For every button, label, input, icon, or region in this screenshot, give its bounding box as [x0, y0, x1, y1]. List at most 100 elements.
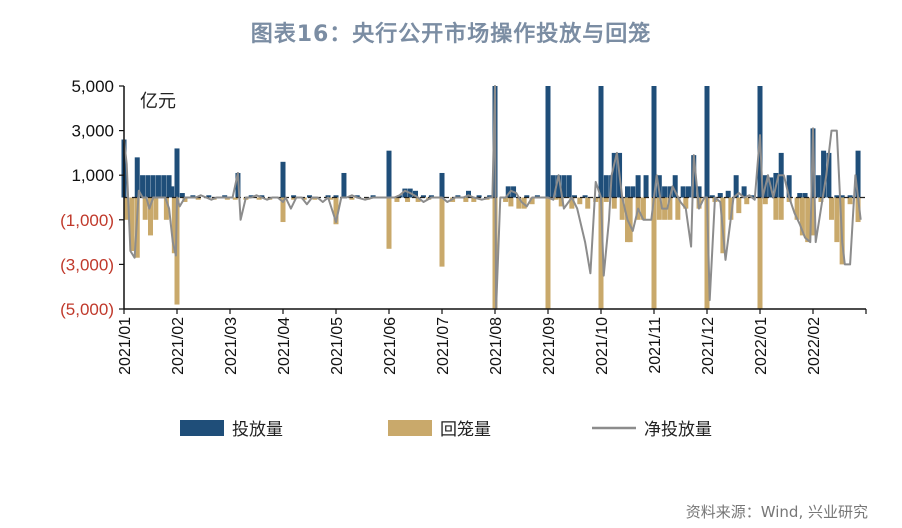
withdraw-bar	[256, 197, 262, 200]
inject-bar	[572, 195, 577, 198]
x-tick-label: 2021/06	[382, 317, 399, 375]
x-axis: 2021/01 2021/02 2021/03 2021/04 2021/05 2021/…	[117, 308, 867, 375]
inject-bar	[166, 175, 172, 198]
withdraw-bar	[829, 197, 835, 220]
inject-bar	[174, 148, 180, 198]
inject-bar	[222, 195, 228, 198]
y-tick-label: (1,000)	[60, 211, 114, 230]
inject-bar	[169, 186, 175, 198]
withdraw-bar	[667, 197, 673, 220]
withdraw-bar	[611, 197, 617, 209]
inject-bar	[487, 195, 493, 198]
withdraw-bar	[415, 197, 421, 202]
inject-bar	[556, 175, 562, 198]
withdraw-bar	[728, 197, 734, 220]
inject-bar	[386, 150, 392, 198]
inject-bar	[717, 193, 723, 198]
inject-bar	[839, 195, 845, 198]
withdraw-bar	[394, 197, 400, 202]
inject-bar	[179, 193, 185, 198]
inject-bar	[709, 195, 715, 198]
x-tick-label: 2021/12	[700, 317, 717, 375]
withdraw-bar	[405, 197, 411, 202]
withdraw-bar	[148, 197, 153, 236]
inject-bar	[566, 175, 572, 198]
inject-bar	[280, 161, 286, 198]
inject-bars	[121, 86, 861, 198]
inject-bar	[598, 86, 604, 198]
withdraw-bar	[799, 197, 805, 236]
inject-bar	[505, 186, 511, 198]
inject-bar	[667, 186, 673, 198]
inject-bar	[685, 186, 691, 198]
inject-bar	[333, 195, 339, 198]
inject-bar	[145, 175, 151, 198]
inject-bar	[370, 195, 376, 198]
y-tick-label: 3,000	[71, 122, 114, 141]
x-tick-label: 2021/05	[329, 317, 346, 375]
withdraw-bar	[640, 197, 646, 220]
inject-bar	[248, 195, 254, 198]
withdraw-bar	[508, 197, 514, 207]
withdraw-bar	[174, 197, 180, 305]
withdraw-bar	[773, 197, 779, 220]
withdraw-bar	[683, 197, 689, 209]
net-line	[123, 85, 862, 310]
legend: 投放量 回笼量 净投放量	[180, 420, 712, 440]
withdraw-bar	[232, 197, 238, 200]
x-tick-label: 2021/09	[541, 317, 558, 375]
withdraw-bar	[224, 197, 230, 200]
inject-bar	[534, 195, 540, 198]
inject-bar	[259, 195, 265, 198]
withdraw-bar	[129, 197, 135, 252]
inject-bar	[190, 195, 196, 198]
legend-label-withdraw: 回笼量	[440, 420, 491, 440]
withdraw-bar	[471, 197, 477, 202]
inject-bar	[733, 175, 739, 198]
inject-bar	[786, 175, 792, 198]
legend-swatch-withdraw	[388, 420, 432, 436]
inject-bar	[476, 195, 482, 198]
x-tick-label: 2021/08	[488, 317, 505, 375]
inject-bar	[643, 175, 649, 198]
withdraw-bar	[619, 197, 625, 220]
legend-swatch-inject	[180, 420, 224, 436]
withdraw-bar	[818, 197, 824, 202]
withdraw-bar	[280, 197, 286, 223]
withdraw-bar	[651, 197, 657, 309]
inject-bar	[582, 195, 588, 198]
inject-bar	[821, 150, 827, 198]
y-tick-label: 1,000	[71, 166, 114, 185]
inject-bar	[524, 195, 530, 198]
withdraw-bar	[142, 197, 148, 220]
withdraw-bar	[503, 197, 509, 202]
y-tick-label: (3,000)	[60, 255, 114, 274]
inject-bar	[725, 190, 731, 198]
inject-bar	[397, 195, 403, 198]
withdraw-bar	[656, 197, 662, 220]
inject-bar	[561, 175, 567, 198]
inject-bar	[354, 195, 360, 198]
inject-bar	[439, 172, 445, 198]
x-tick-label: 2021/07	[435, 317, 452, 375]
withdraw-bar	[810, 197, 816, 236]
withdraw-bar	[529, 197, 535, 205]
inject-bar	[206, 195, 212, 198]
inject-bar	[155, 175, 161, 198]
withdraw-bar	[312, 197, 318, 200]
inject-bar	[341, 172, 347, 198]
withdraw-bar	[778, 197, 784, 220]
x-tick-label: 2021/03	[223, 317, 240, 375]
withdraw-bar	[762, 197, 768, 205]
inject-bar	[420, 195, 426, 198]
withdraw-bar	[757, 197, 763, 309]
inject-bar	[855, 150, 861, 198]
x-tick-label: 2021/02	[170, 317, 187, 375]
inject-bar	[834, 195, 840, 198]
inject-bar	[635, 175, 641, 198]
y-tick-label: (5,000)	[60, 300, 114, 319]
inject-bar	[134, 157, 140, 198]
inject-bar	[815, 175, 821, 198]
withdraw-bar	[349, 197, 355, 200]
x-tick-label: 2021/10	[594, 317, 611, 375]
